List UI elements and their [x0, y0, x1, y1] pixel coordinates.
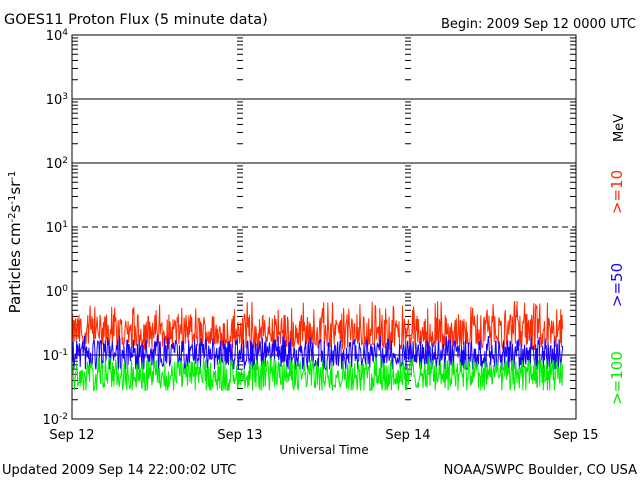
credit-label: NOAA/SWPC Boulder, CO USA — [444, 463, 637, 478]
updated-timestamp: Updated 2009 Sep 14 22:00:02 UTC — [2, 463, 236, 478]
x-axis-label: Universal Time — [279, 443, 368, 457]
plot-frame — [71, 34, 577, 420]
y-tick-label: 104 — [46, 28, 69, 44]
chart-title: GOES11 Proton Flux (5 minute data) — [4, 12, 268, 28]
x-tick-label: Sep 12 — [49, 428, 94, 443]
x-tick-label: Sep 14 — [385, 428, 430, 443]
series-line-0 — [71, 300, 564, 350]
y-tick-label: 100 — [46, 284, 69, 300]
x-tick-label: Sep 15 — [553, 428, 598, 443]
series-layer — [71, 300, 564, 391]
unit-label: MeV — [612, 114, 627, 142]
y-tick-label: 103 — [46, 92, 68, 108]
y-tick-label: 102 — [46, 156, 68, 172]
series-line-2 — [71, 356, 564, 391]
legend-label-50mev: >=50 — [608, 263, 626, 307]
y-tick-labels: 104 103 102 101 100 10-1 10-2 — [42, 28, 68, 428]
legend-label-100mev: >=100 — [608, 351, 626, 405]
y-axis-label: Particles cm-2s-1sr-1 — [6, 171, 24, 314]
y-tick-label: 101 — [46, 220, 68, 236]
begin-label: Begin: 2009 Sep 12 0000 UTC — [441, 17, 636, 32]
x-tick-labels: Sep 12 Sep 13 Sep 14 Sep 15 — [49, 428, 598, 443]
x-tick-label: Sep 13 — [217, 428, 262, 443]
legend-label-10mev: >=10 — [608, 170, 626, 214]
y-tick-label: 10-2 — [42, 412, 68, 428]
y-tick-label: 10-1 — [42, 348, 68, 364]
